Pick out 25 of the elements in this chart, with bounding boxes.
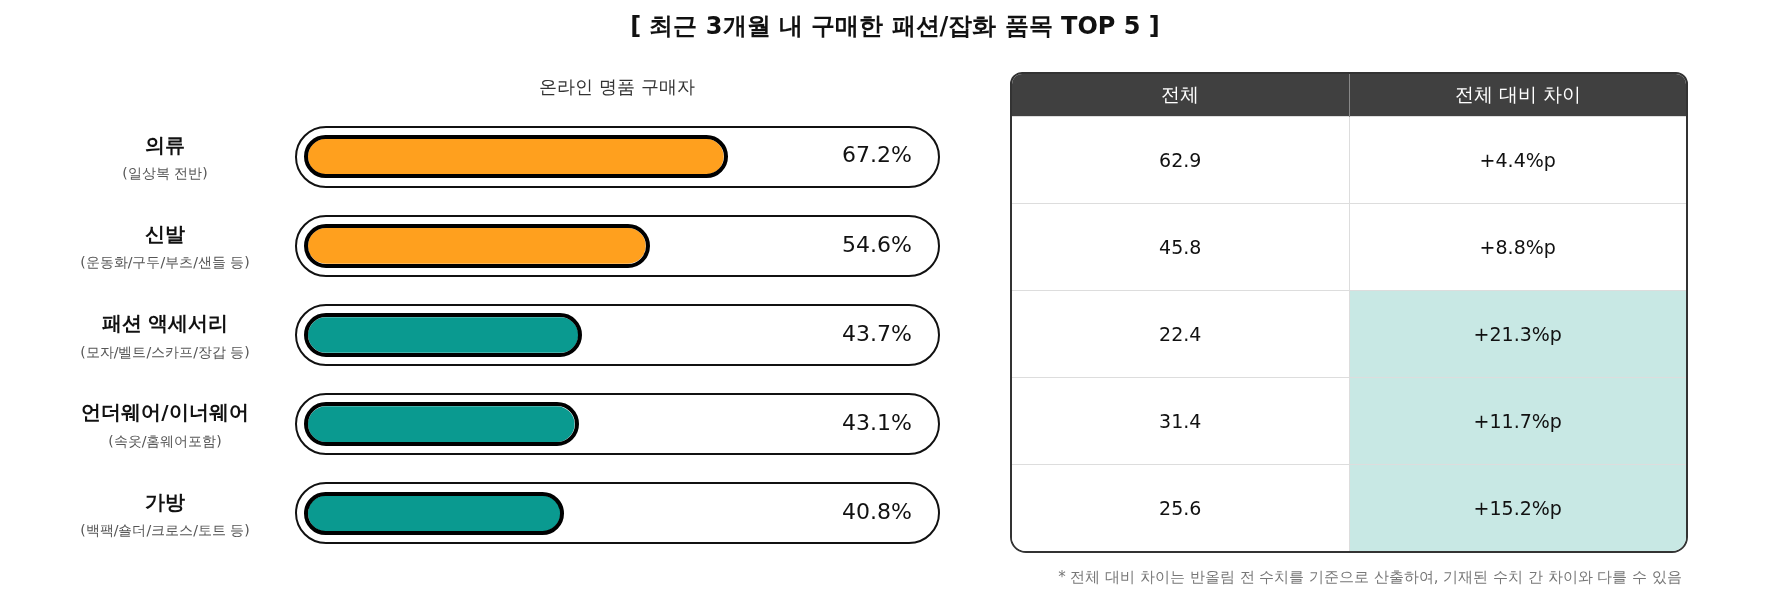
text: [ 최근 3개월 내 구매한 패션/잡화 품목 TOP 5 ]: [629, 11, 1161, 42]
data-label: 43.7%: [842, 320, 912, 346]
chart-subtitle: 온라인 명품 구매자: [539, 75, 695, 97]
category-label: 전체 대비 차이: [1349, 74, 1686, 117]
data-label: 67.2%: [842, 142, 912, 168]
text: 22.4: [1012, 290, 1349, 378]
text: +11.7%p: [1349, 377, 1686, 465]
data-label: 43.1%: [842, 409, 912, 435]
category-label: 전체: [1012, 74, 1349, 117]
y-tick-label: 신발 (운동화/구두/부츠/샌들 등): [80, 222, 250, 271]
text: * 전체 대비 차이는 반올림 전 수치를 기준으로 산출하여, 기재된 수치 간 차이와 다를 수 있음: [1058, 568, 1682, 587]
data-label: 54.6%: [842, 231, 912, 257]
y-tick-label: 가방 (백팩/숄더/크로스/토트 등): [80, 489, 250, 539]
data-label: 40.8%: [842, 499, 912, 525]
text: +8.8%p: [1349, 203, 1686, 291]
text: +15.2%p: [1349, 464, 1686, 551]
y-tick-label: 언더웨어/이너웨어 (속옷/홈웨어포함): [81, 400, 249, 449]
text: +4.4%p: [1349, 116, 1686, 204]
y-tick-label: 의류 (일상복 전반): [122, 132, 208, 182]
text: +21.3%p: [1349, 290, 1686, 378]
text: 25.6: [1012, 464, 1349, 551]
text: 62.9: [1012, 116, 1349, 204]
text: 31.4: [1012, 377, 1349, 465]
y-tick-label: 패션 액세서리 (모자/벨트/스카프/장갑 등): [80, 311, 250, 360]
text: 45.8: [1012, 203, 1349, 291]
